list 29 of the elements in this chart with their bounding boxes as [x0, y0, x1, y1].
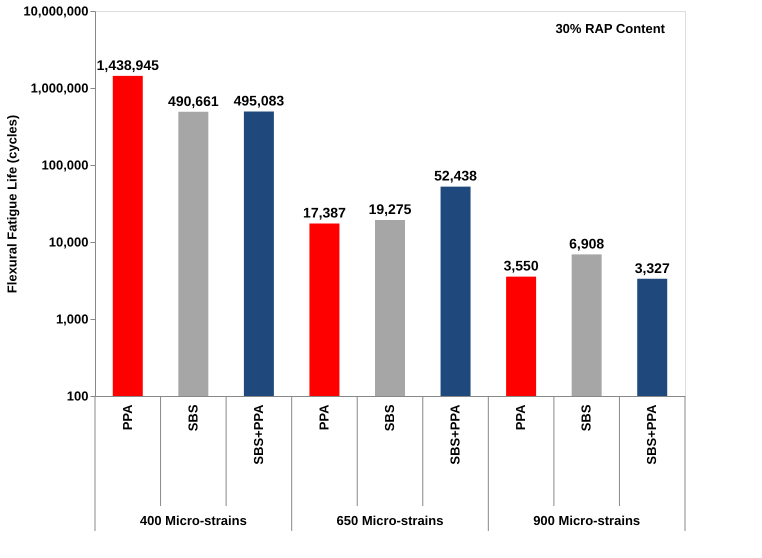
data-label: 6,908	[569, 235, 604, 252]
text: 400 Micro-strains	[140, 513, 247, 528]
x-tick-label: PPA	[513, 404, 528, 430]
y-tick-label: 10,000,000	[23, 4, 88, 18]
x-tick-label: PPA	[316, 404, 332, 430]
data-label: 495,083	[234, 92, 284, 109]
x-tick-label: SBS	[185, 404, 200, 432]
x-tick-label: SBS+PPA	[448, 404, 463, 465]
x-tick-label: PPA	[120, 404, 135, 430]
text: 650 Micro-strains	[336, 513, 444, 528]
y-tick-label: 100	[66, 388, 88, 404]
y-tick-label: 10,000	[48, 234, 88, 250]
data-label: 490,661	[168, 92, 219, 109]
data-label: 19,275	[368, 201, 412, 218]
y-tick-label: 1,000	[56, 312, 88, 326]
y-tick-label: 1,000,000	[30, 80, 88, 96]
text: 900 Micro-strains	[533, 513, 640, 528]
data-label: 3,550	[504, 258, 539, 274]
data-label: 17,387	[303, 204, 346, 221]
x-tick-label: SBS	[382, 404, 397, 432]
x-tick-label: SBS	[578, 404, 594, 432]
y-tick-label: 100,000	[42, 158, 88, 172]
data-label: 52,438	[434, 168, 478, 184]
x-tick-label: SBS+PPA	[250, 404, 266, 465]
data-label: 3,327	[634, 260, 670, 276]
y-axis-title: Flexural Fatigue Life (cycles)	[4, 114, 20, 294]
x-tick-label: SBS+PPA	[644, 404, 660, 465]
annotation: 30% RAP Content	[555, 21, 666, 36]
data-label: 1,438,945	[96, 56, 160, 73]
